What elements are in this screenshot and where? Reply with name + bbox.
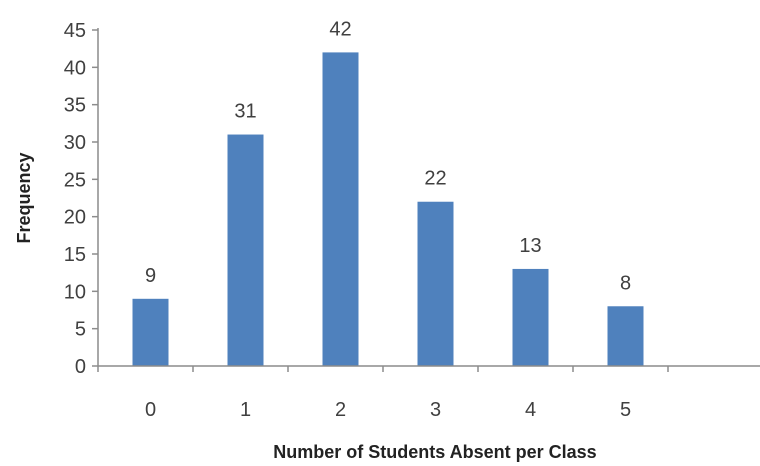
bar-1 — [227, 134, 264, 366]
x-tick-label: 5 — [620, 399, 631, 421]
bars: 9 31 42 22 13 8 — [132, 18, 644, 367]
y-tick-label: 0 — [75, 356, 86, 378]
data-label: 8 — [620, 272, 631, 294]
bar-0 — [132, 298, 169, 366]
y-tick-label: 20 — [64, 207, 86, 229]
y-tick-label: 45 — [64, 20, 86, 42]
data-label: 22 — [424, 168, 446, 190]
x-tick-label: 4 — [525, 399, 536, 421]
y-tick-label: 25 — [64, 169, 86, 191]
y-tick-label: 30 — [64, 132, 86, 154]
data-label: 13 — [519, 235, 541, 257]
data-label: 31 — [234, 101, 256, 123]
x-axis-title: Number of Students Absent per Class — [273, 442, 596, 462]
y-tick-label: 5 — [75, 319, 86, 341]
x-tick-label: 0 — [145, 399, 156, 421]
x-tick-label: 2 — [335, 399, 346, 421]
y-axis-ticks: 0 5 10 15 20 25 30 35 40 45 — [64, 20, 98, 378]
x-axis-ticks: 0 1 2 3 4 5 — [97, 366, 669, 421]
bar-5 — [607, 306, 644, 366]
data-label: 42 — [329, 18, 351, 40]
bar-2 — [322, 52, 359, 367]
bar-3 — [417, 201, 454, 366]
bar-4 — [512, 268, 549, 366]
y-axis-title: Frequency — [14, 152, 34, 243]
x-tick-label: 1 — [240, 399, 251, 421]
y-tick-label: 10 — [64, 281, 86, 303]
data-label: 9 — [145, 265, 156, 287]
y-tick-label: 40 — [64, 57, 86, 79]
x-tick-label: 3 — [430, 399, 441, 421]
y-tick-label: 15 — [64, 244, 86, 266]
y-tick-label: 35 — [64, 95, 86, 117]
